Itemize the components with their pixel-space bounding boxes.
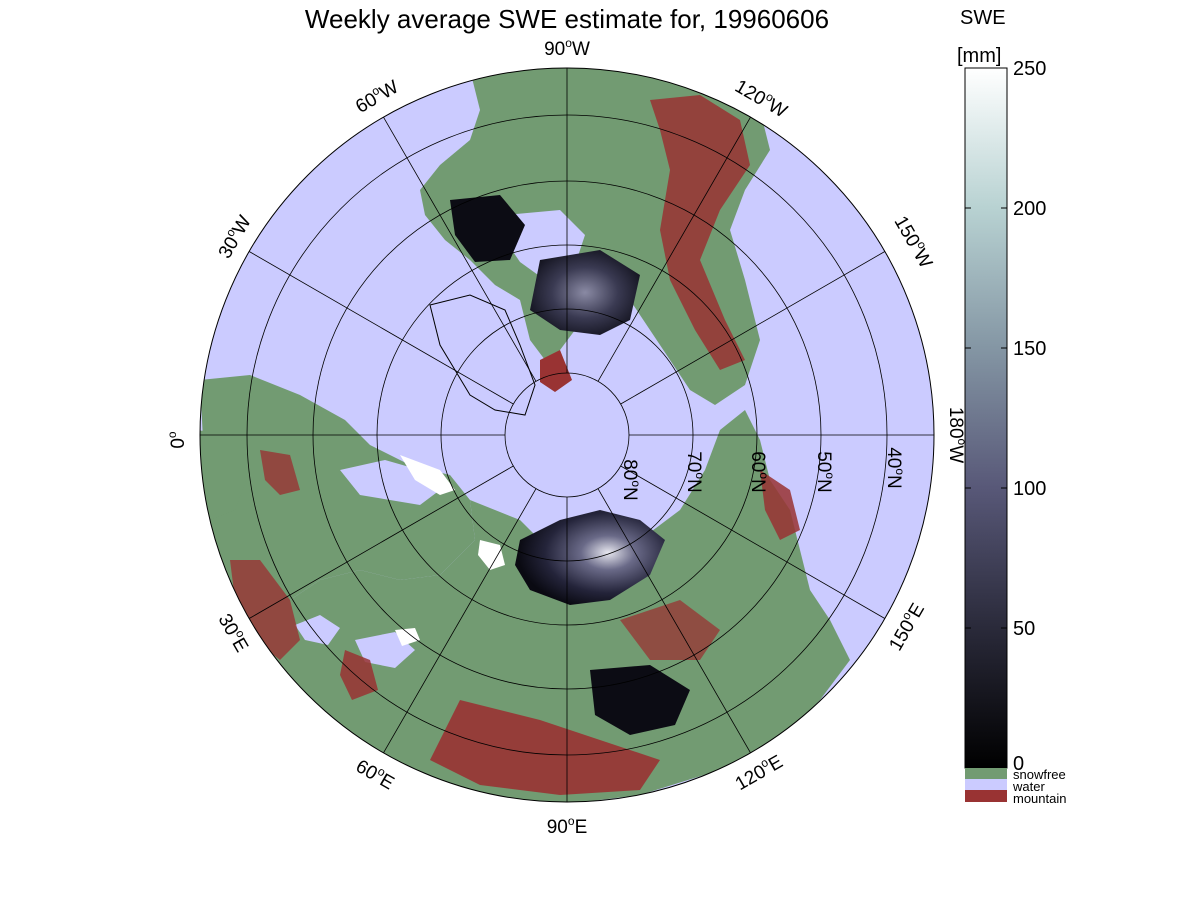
colorbar-gradient [964,67,1008,769]
caspian-sea [295,615,340,645]
colorbar-tick-label: 50 [1013,618,1035,640]
west-edge-land [200,430,250,520]
meridian-line [620,251,886,405]
arctic-canada-snow [530,250,640,335]
meridian-line [383,488,537,754]
legend-swatch-snowfree [965,768,1007,779]
colorbar-tick-label: 100 [1013,478,1046,500]
lon-label-180w: 180oW [945,407,969,463]
legend-label-water: water [1012,779,1045,794]
meridian-line [248,251,514,405]
lat-label-80n: 80oN [619,459,643,501]
lon-label-60e: 60oE [352,753,399,794]
lat-label-50n: 50oN [813,451,837,493]
legend-swatch-water [965,779,1007,790]
colorbar-ticks: 0 50 100 150 200 250 [965,58,1046,775]
colorbar-tick-label: 150 [1013,338,1046,360]
meridian-line [383,116,537,382]
alaska-snow [450,195,525,262]
meridian-line [620,465,886,619]
alps-snow [395,628,420,646]
scandinavia-snow-2 [478,540,505,570]
meridian-lines [200,68,934,802]
scandinavia-snow [400,455,455,495]
polar-map: 90oW 120oW 150oW 180oW 150oE 120oE 90oE … [165,36,969,838]
map-border [199,67,935,803]
latitude-labels: 80oN 70oN 60oN 50oN 40oN [619,447,907,501]
lon-label-0: 0o [165,431,189,449]
lon-label-150w: 150oW [890,211,939,272]
greenland-outline [429,294,536,416]
colorbar-label-swe: SWE [960,7,1006,29]
land-masses [200,68,850,802]
map-title: Weekly average SWE estimate for, 1996060… [305,4,829,34]
lat-label-70n: 70oN [683,451,707,493]
colorbar-tick-label: 250 [1013,58,1046,80]
meridian-line [597,488,751,754]
colorbar-tick-label: 200 [1013,198,1046,220]
tibet-snow [590,665,690,735]
lon-label-90w: 90oW [544,36,590,60]
mountain-areas [230,95,800,795]
lat-label-40n: 40oN [883,447,907,489]
siberia-snow [515,510,665,605]
legend-swatch-mountain [965,790,1007,802]
legend-label-mountain: mountain [1013,791,1066,806]
asia-land [240,410,850,802]
colorbar-label-unit: [mm] [957,45,1001,67]
europe-land [200,375,475,620]
colorbar-tick-label: 0 [1013,753,1024,775]
meridian-line [248,465,514,619]
lon-label-90e: 90oE [547,814,588,838]
legend-label-snowfree: snowfree [1013,767,1066,782]
meridian-line [597,116,751,382]
lat-label-60n: 60oN [747,451,771,493]
